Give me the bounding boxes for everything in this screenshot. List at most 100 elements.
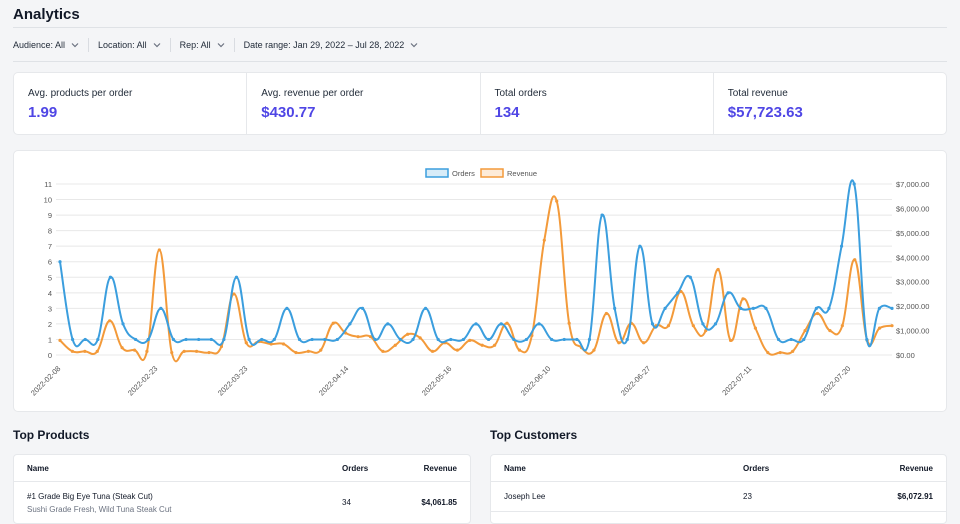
revenue-point (232, 292, 236, 296)
orders-point (537, 322, 541, 326)
orders-point (524, 337, 529, 342)
table-header: Name Orders Revenue (14, 455, 470, 482)
stat-label: Total orders (494, 88, 547, 99)
orders-point (310, 337, 314, 342)
revenue-point (480, 343, 484, 347)
stat-value: 134 (494, 104, 520, 121)
orders-point (802, 337, 806, 342)
audience-filter[interactable]: Audience: All (13, 38, 88, 52)
orders-point (260, 337, 264, 342)
revenue-point (468, 338, 472, 342)
filter-bar: Audience: All Location: All Rep: All Dat… (13, 37, 427, 53)
x-tick-label: 2022-02-23 (126, 364, 159, 397)
rep-filter-label: Rep: All (179, 40, 211, 50)
y-left-tick-label: 6 (48, 258, 52, 267)
orders-point (587, 337, 592, 342)
orders-point (461, 337, 465, 342)
product-name: #1 Grade Big Eye Tuna (Steak Cut) (27, 492, 153, 501)
orders-point (550, 337, 554, 342)
revenue-point (766, 350, 770, 355)
orders-point (108, 275, 113, 279)
customer-revenue: $6,072.91 (897, 492, 933, 501)
date-range-filter-label: Date range: Jan 29, 2022 – Jul 28, 2022 (243, 40, 405, 50)
y-right-tick-label: $7,000.00 (896, 180, 929, 189)
stat-value: $57,723.63 (727, 104, 803, 121)
orders-point (83, 337, 87, 342)
revenue-point (542, 238, 546, 242)
orders-point (676, 291, 680, 295)
orders-point (789, 337, 793, 342)
customer-orders: 23 (743, 492, 752, 501)
location-filter[interactable]: Location: All (88, 38, 170, 52)
orders-point (335, 337, 339, 342)
stat-total-revenue: Total revenue $57,723.63 (712, 73, 946, 134)
stat-value: 1.99 (28, 104, 58, 121)
y-left-tick-label: 1 (48, 335, 52, 344)
revenue-point (182, 349, 186, 353)
stat-label: Avg. products per order (28, 88, 133, 99)
orders-point (58, 260, 62, 264)
orders-point (184, 337, 188, 342)
revenue-point (108, 319, 112, 323)
orders-point (398, 337, 402, 342)
rep-filter[interactable]: Rep: All (169, 38, 234, 52)
chevron-down-icon (153, 43, 161, 48)
orders-point (436, 337, 440, 342)
orders-point (247, 337, 251, 342)
revenue-point (642, 341, 646, 345)
x-tick-label: 2022-06-27 (619, 364, 652, 397)
orders-point (814, 306, 818, 310)
revenue-point (294, 350, 298, 355)
revenue-point (840, 324, 844, 328)
revenue-point (145, 349, 149, 353)
stat-label: Total revenue (727, 88, 788, 99)
customer-name: Joseph Lee (504, 492, 546, 501)
y-right-tick-label: $5,000.00 (896, 229, 929, 238)
revenue-point (493, 343, 497, 347)
table-row[interactable]: #1 Grade Big Eye Tuna (Steak Cut) Sushi … (14, 482, 470, 522)
orders-point (197, 337, 201, 342)
revenue-point (716, 267, 720, 272)
orders-point (663, 306, 667, 310)
title-divider (13, 27, 947, 28)
revenue-point (617, 341, 621, 345)
y-left-tick-label: 8 (48, 227, 52, 236)
revenue-point (170, 350, 174, 355)
date-range-filter[interactable]: Date range: Jan 29, 2022 – Jul 28, 2022 (233, 38, 428, 52)
orders-point (776, 337, 781, 342)
revenue-point (418, 336, 422, 340)
filter-divider (13, 61, 947, 62)
revenue-point (281, 342, 286, 346)
orders-point (474, 322, 478, 326)
revenue-point (319, 348, 323, 352)
table-row[interactable]: Joseph Lee 23 $6,072.91 (491, 482, 946, 512)
top-products-title: Top Products (13, 428, 90, 442)
y-right-tick-label: $2,000.00 (896, 302, 929, 311)
orders-point (638, 244, 642, 248)
revenue-point (58, 338, 62, 342)
orders-point (323, 337, 327, 342)
orders-point (360, 306, 365, 310)
revenue-point (728, 338, 733, 342)
orders-point (71, 337, 75, 342)
revenue-point (890, 324, 894, 328)
revenue-point (430, 349, 435, 353)
y-left-tick-label: 4 (48, 289, 52, 298)
stat-value: $430.77 (261, 104, 316, 121)
orders-revenue-chart: 11 10 9 8 7 6 5 4 3 2 1 0 $7,000.00 $6,000.00 $5,000.0… (13, 150, 947, 412)
revenue-point (269, 342, 273, 346)
orders-point (562, 337, 566, 342)
y-left-tick-label: 0 (48, 351, 52, 360)
orders-point (121, 322, 125, 326)
orders-point (146, 337, 150, 342)
orders-point (487, 337, 491, 342)
page-title: Analytics (13, 6, 80, 23)
y-right-tick-label: $0.00 (896, 351, 915, 360)
legend-label: Revenue (507, 169, 537, 178)
orders-point (600, 213, 604, 217)
y-left-tick-label: 2 (48, 320, 52, 329)
orders-point (865, 337, 869, 342)
column-header-orders: Orders (743, 463, 770, 473)
revenue-point (244, 341, 248, 345)
revenue-point (157, 248, 161, 252)
